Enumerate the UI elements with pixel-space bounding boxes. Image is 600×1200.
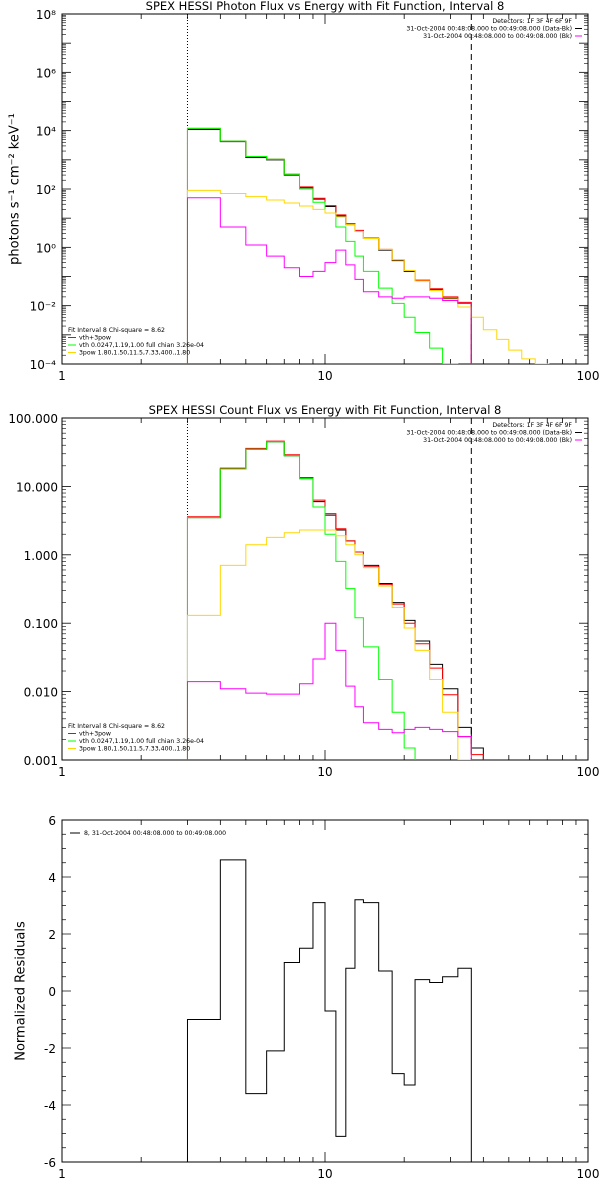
series-line-5 [186, 622, 472, 760]
series-line-5 [186, 197, 472, 364]
y-axis-label: Normalized Residuals [14, 921, 29, 1061]
y-tick-label: 10⁸ [36, 8, 56, 22]
legend-entry: vth 0.0247,1.19,1.00 full chian 3.26e-04 [79, 738, 204, 745]
x-tick-label: 100 [577, 369, 600, 383]
x-tick-label: 100 [577, 765, 600, 779]
chart-title: SPEX HESSI Count Flux vs Energy with Fit… [149, 403, 502, 417]
series-line-3 [186, 127, 459, 364]
legend-entry: Fit Interval 8 Chi-square = 8.62 [68, 327, 165, 334]
x-tick-label: 10 [317, 369, 332, 383]
x-tick-label: 100 [577, 1167, 600, 1181]
x-tick-label: 10 [317, 1167, 332, 1181]
y-tick-label: 0.001 [24, 754, 58, 768]
legend-entry: 31-Oct-2004 00:48:08.000 to 00:49:08.000… [406, 26, 572, 33]
y-tick-label: 10⁴ [36, 125, 56, 139]
y-tick-label: -6 [44, 1156, 56, 1170]
series-line-1 [186, 859, 472, 1162]
legend-entry: Detectors: 1F 3F 4F 6F 9F [492, 422, 572, 429]
legend-entry: vth+3pow [79, 731, 111, 738]
y-tick-label: 10² [36, 183, 56, 197]
y-tick-label: 0.100 [24, 617, 58, 631]
y-tick-label: 0.010 [24, 686, 58, 700]
series-line-2 [186, 127, 472, 364]
series-line-4 [186, 529, 472, 760]
legend-entry: 8, 31-Oct-2004 00:48:08.000 to 00:49:08.… [84, 830, 226, 837]
chart-title: SPEX HESSI Photon Flux vs Energy with Fi… [146, 0, 505, 13]
x-tick-label: 1 [58, 1167, 66, 1181]
legend-entry: 3pow 1.80,1.50,11.5,7.33,400.,1.80 [79, 350, 190, 357]
residuals-panel: 1 10 100 -6 -4 -2 0 2 4 6 Normalized Residuals 8, 3… [14, 814, 600, 1181]
legend-entry: 31-Oct-2004 00:48:08.000 to 00:49:08.000… [406, 430, 572, 437]
y-tick-label: -2 [44, 1042, 56, 1056]
x-tick-label: 1 [58, 765, 66, 779]
y-tick-label: 10⁰ [36, 241, 56, 255]
y-tick-label: -4 [44, 1099, 56, 1113]
y-tick-label: 10⁻² [30, 300, 57, 314]
legend-entry: vth+3pow [79, 335, 111, 342]
y-axis-label: photons s⁻¹ cm⁻² keV⁻¹ [8, 113, 23, 265]
x-tick-label: 1 [58, 369, 66, 383]
y-tick-label: 10⁻⁴ [30, 358, 57, 372]
legend-entry: vth 0.0247,1.19,1.00 full chian 3.26e-04 [79, 342, 204, 349]
y-tick-label: 100.000 [8, 412, 58, 426]
y-tick-label: 10.000 [16, 480, 58, 494]
legend-entry: 31-Oct-2004 00:48:08.000 to 00:49:08.000… [423, 33, 572, 40]
series-line-2 [186, 440, 484, 760]
y-tick-label: 2 [48, 928, 56, 942]
y-tick-label: 4 [48, 871, 56, 885]
series-line-4 [186, 189, 550, 364]
count-flux-panel: SPEX HESSI Count Flux vs Energy with Fit… [8, 403, 600, 779]
plot-frame [61, 13, 589, 365]
x-tick-label: 10 [317, 765, 332, 779]
series-line-1 [186, 128, 472, 364]
legend-entry: Fit Interval 8 Chi-square = 8.62 [68, 723, 165, 730]
y-tick-label: 6 [48, 814, 56, 828]
plot-frame [61, 417, 589, 761]
y-tick-label: 1.000 [24, 549, 58, 563]
photon-flux-panel: SPEX HESSI Photon Flux vs Energy with Fi… [8, 0, 600, 383]
legend-entry: 31-Oct-2004 00:48:08.000 to 00:49:08.000… [423, 437, 572, 444]
series-line-1 [186, 441, 484, 760]
y-tick-label: 10⁶ [36, 66, 56, 80]
legend-entry: 3pow 1.80,1.50,11.5,7.33,400.,1.80 [79, 746, 190, 753]
series-line-3 [186, 441, 416, 760]
legend-entry: Detectors: 1F 3F 4F 6F 9F [492, 18, 572, 25]
y-tick-label: 0 [48, 985, 56, 999]
